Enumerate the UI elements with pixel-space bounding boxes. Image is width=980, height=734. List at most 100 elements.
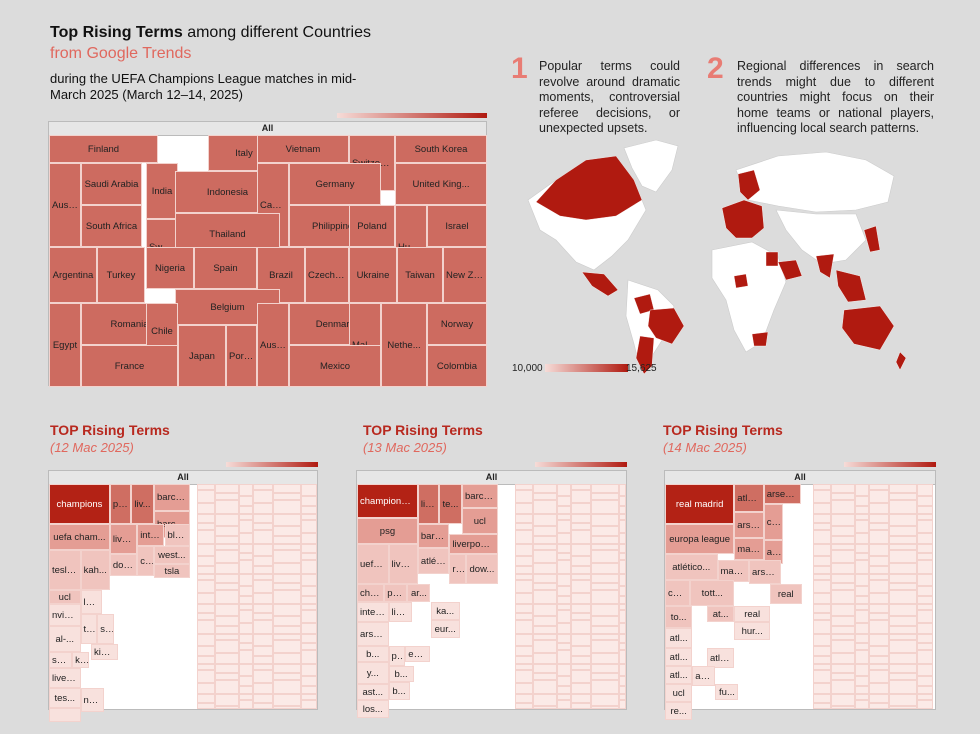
- country-cell[interactable]: Nigeria: [146, 247, 194, 289]
- term-cell-minor[interactable]: [917, 586, 933, 596]
- term-cell-minor[interactable]: [813, 593, 831, 604]
- term-cell[interactable]: atl...: [665, 628, 693, 648]
- term-cell-minor[interactable]: [239, 596, 253, 604]
- term-cell[interactable]: los...: [357, 700, 389, 718]
- term-cell-minor[interactable]: [831, 673, 855, 680]
- term-cell[interactable]: re...: [449, 554, 467, 584]
- term-cell-minor[interactable]: [571, 544, 591, 556]
- term-cell-minor[interactable]: [301, 604, 317, 610]
- term-cell-minor[interactable]: [889, 604, 917, 616]
- term-cell-minor[interactable]: [197, 664, 215, 670]
- term-cell-minor[interactable]: [197, 580, 215, 593]
- term-cell-minor[interactable]: [239, 520, 253, 533]
- term-cell-minor[interactable]: [813, 613, 831, 620]
- term-cell[interactable]: sp...: [49, 652, 73, 668]
- term-cell-minor[interactable]: [855, 514, 869, 520]
- term-cell-minor[interactable]: [571, 703, 591, 709]
- term-cell-minor[interactable]: [813, 634, 831, 646]
- term-cell-minor[interactable]: [917, 676, 933, 686]
- term-cell-minor[interactable]: [301, 574, 317, 586]
- term-cell-minor[interactable]: [869, 580, 889, 593]
- term-cell-minor[interactable]: [533, 616, 557, 626]
- term-cell-minor[interactable]: [215, 673, 239, 680]
- term-cell-minor[interactable]: [855, 694, 869, 700]
- term-cell-minor[interactable]: [253, 566, 273, 574]
- term-cell[interactable]: ar...: [407, 584, 431, 602]
- term-cell[interactable]: s&...: [97, 614, 115, 644]
- term-cell-minor[interactable]: [813, 664, 831, 670]
- term-cell-minor[interactable]: [813, 670, 831, 683]
- term-cell[interactable]: liverp...: [49, 668, 81, 688]
- term-cell-minor[interactable]: [571, 490, 591, 503]
- term-cell-minor[interactable]: [557, 610, 571, 623]
- country-cell[interactable]: Austr...: [49, 163, 81, 247]
- term-cell[interactable]: y...: [357, 662, 389, 684]
- term-cell[interactable]: liv...: [417, 484, 439, 524]
- term-cell-minor[interactable]: [889, 694, 917, 706]
- term-cell-minor[interactable]: [889, 664, 917, 673]
- term-cell-minor[interactable]: [813, 683, 831, 694]
- term-cell[interactable]: tes...: [49, 688, 81, 708]
- term-cell-minor[interactable]: [533, 574, 557, 583]
- term-cell-minor[interactable]: [571, 664, 591, 670]
- term-cell-minor[interactable]: [889, 563, 917, 574]
- term-cell-minor[interactable]: [917, 700, 933, 709]
- term-cell-minor[interactable]: [869, 694, 889, 703]
- term-cell-minor[interactable]: [197, 670, 215, 683]
- term-cell-minor[interactable]: [197, 523, 215, 530]
- term-cell-minor[interactable]: [557, 604, 571, 610]
- term-cell[interactable]: atlético...: [665, 554, 718, 580]
- term-cell-minor[interactable]: [557, 574, 571, 586]
- term-cell-minor[interactable]: [855, 700, 869, 709]
- term-cell[interactable]: barc...: [417, 524, 450, 548]
- term-cell-minor[interactable]: [831, 640, 855, 653]
- term-cell-minor[interactable]: [215, 664, 239, 673]
- term-cell[interactable]: ast...: [357, 684, 389, 700]
- term-cell-minor[interactable]: [619, 604, 626, 610]
- term-cell-minor[interactable]: [515, 694, 533, 703]
- term-cell-minor[interactable]: [831, 563, 855, 574]
- term-cell-minor[interactable]: [197, 646, 215, 656]
- term-cell-minor[interactable]: [253, 580, 273, 593]
- term-cell-minor[interactable]: [831, 616, 855, 626]
- term-cell-minor[interactable]: [889, 526, 917, 536]
- term-cell-minor[interactable]: [273, 640, 301, 653]
- treemap-root-label[interactable]: All: [357, 471, 626, 485]
- term-cell-minor[interactable]: [215, 604, 239, 616]
- term-cell-minor[interactable]: [855, 634, 869, 643]
- term-cell-minor[interactable]: [253, 634, 273, 646]
- term-cell[interactable]: dow...: [466, 554, 498, 584]
- term-cell[interactable]: europa league: [665, 524, 735, 554]
- term-cell-minor[interactable]: [273, 574, 301, 583]
- term-cell-minor[interactable]: [591, 640, 619, 653]
- term-cell-minor[interactable]: [197, 634, 215, 646]
- term-cell-minor[interactable]: [889, 574, 917, 583]
- term-cell[interactable]: tesla...: [49, 550, 81, 590]
- term-cell-minor[interactable]: [197, 484, 215, 490]
- term-cell-minor[interactable]: [301, 623, 317, 634]
- term-cell-minor[interactable]: [533, 694, 557, 706]
- term-cell-minor[interactable]: [619, 484, 626, 496]
- term-cell-minor[interactable]: [889, 583, 917, 590]
- term-cell[interactable]: fu...: [715, 684, 739, 700]
- term-cell[interactable]: nvidia...: [49, 604, 81, 626]
- term-cell-minor[interactable]: [619, 686, 626, 694]
- term-cell[interactable]: kah...: [80, 550, 110, 590]
- term-cell-minor[interactable]: [591, 493, 619, 500]
- term-cell-minor[interactable]: [197, 556, 215, 566]
- term-cell-minor[interactable]: [239, 676, 253, 686]
- term-cell-minor[interactable]: [239, 553, 253, 560]
- term-cell-minor[interactable]: [273, 634, 301, 640]
- term-cell-minor[interactable]: [515, 683, 533, 694]
- term-cell-minor[interactable]: [215, 563, 239, 574]
- term-cell-minor[interactable]: [917, 686, 933, 694]
- term-cell[interactable]: re...: [665, 702, 693, 720]
- term-cell-minor[interactable]: [619, 574, 626, 586]
- term-cell[interactable]: eur...: [430, 620, 460, 638]
- term-cell-minor[interactable]: [831, 583, 855, 590]
- term-cell-minor[interactable]: [591, 680, 619, 694]
- term-cell-minor[interactable]: [215, 536, 239, 544]
- term-cell-minor[interactable]: [533, 514, 557, 526]
- term-cell-minor[interactable]: [917, 664, 933, 676]
- country-cell[interactable]: Poland: [349, 205, 395, 247]
